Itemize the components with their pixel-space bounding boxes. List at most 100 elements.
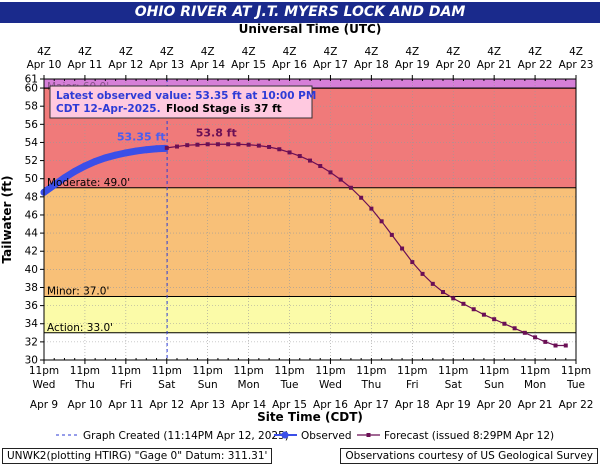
- forecast-point: [287, 150, 292, 155]
- top-tick-label-time: 4Z: [364, 46, 378, 58]
- y-tick-label: 36: [25, 300, 39, 312]
- top-tick-label-date: Apr 14: [190, 59, 225, 71]
- top-tick-label-date: Apr 11: [67, 59, 102, 71]
- bottom-tick-label-date: Apr 21: [518, 399, 553, 411]
- forecast-point: [164, 145, 169, 150]
- bottom-tick-label-day: Wed: [319, 379, 342, 391]
- observed-point: [112, 151, 120, 159]
- forecast-point: [481, 312, 486, 317]
- bottom-tick-label-time: 11pm: [356, 365, 386, 377]
- annotation-line2a: CDT 12-Apr-2025.: [56, 103, 161, 115]
- forecast-point: [185, 143, 190, 148]
- legend-forecast-marker: [366, 433, 371, 437]
- y-tick-label: 61: [25, 74, 38, 86]
- bottom-tick-label-time: 11pm: [561, 365, 591, 377]
- top-tick-label-time: 4Z: [119, 46, 133, 58]
- bottom-tick-label-date: Apr 11: [108, 399, 143, 411]
- top-tick-label-date: Apr 12: [108, 59, 143, 71]
- forecast-point: [492, 317, 497, 322]
- bottom-tick-label-day: Sat: [158, 379, 175, 391]
- top-tick-label-date: Apr 22: [518, 59, 553, 71]
- forecast-point: [400, 246, 405, 251]
- forecast-point: [410, 260, 415, 265]
- series-group: [40, 142, 568, 348]
- bottom-tick-label-day: Fri: [406, 379, 419, 391]
- labels: Moderate: 49.0' Minor: 37.0' Action: 33.0'…: [47, 81, 554, 442]
- forecast-point: [441, 290, 445, 295]
- top-tick-label-time: 4Z: [283, 46, 297, 58]
- forecast-point: [553, 343, 558, 348]
- bottom-tick-label-day: Mon: [238, 379, 260, 391]
- forecast-point: [359, 195, 364, 200]
- bottom-tick-label-time: 11pm: [438, 365, 468, 377]
- observations-footer: Observations courtesy of US Geological S…: [340, 448, 598, 464]
- band-action: [44, 296, 576, 333]
- top-tick-label-date: Apr 18: [354, 59, 389, 71]
- forecast-point: [318, 164, 323, 169]
- moderate-label: Moderate: 49.0': [47, 177, 130, 189]
- forecast-point: [512, 326, 517, 331]
- y-tick-label: 32: [25, 336, 38, 348]
- bottom-tick-label-time: 11pm: [111, 365, 141, 377]
- legend-observed-label: Observed: [301, 430, 352, 442]
- top-tick-label-time: 4Z: [78, 46, 92, 58]
- forecast-point: [175, 144, 179, 149]
- bottom-tick-label-date: Apr 12: [149, 399, 184, 411]
- forecast-series-line: [166, 143, 566, 347]
- band-major: [44, 79, 576, 89]
- y-axis-title: Tailwater (ft): [0, 175, 14, 263]
- y-tick-label: 40: [25, 264, 38, 276]
- forecast-point: [369, 206, 374, 211]
- top-tick-label-time: 4Z: [160, 46, 174, 58]
- forecast-point: [277, 147, 282, 152]
- forecast-point: [308, 158, 312, 163]
- y-tick-label: 58: [25, 101, 38, 113]
- y-tick-label: 50: [25, 173, 38, 185]
- bottom-tick-label-time: 11pm: [233, 365, 263, 377]
- y-tick-label: 54: [25, 137, 39, 149]
- annotation-line2b: Flood Stage is 37 ft: [166, 103, 282, 115]
- bottom-tick-label-time: 11pm: [479, 365, 509, 377]
- forecast-point: [533, 335, 538, 340]
- y-tick-label: 44: [25, 228, 39, 240]
- forecast-point: [246, 142, 251, 147]
- legend-observed-dot: [281, 431, 289, 439]
- bottom-tick-label-date: Apr 19: [436, 399, 471, 411]
- top-tick-label-date: Apr 15: [231, 59, 266, 71]
- forecast-point: [522, 330, 527, 335]
- bottom-tick-label-day: Thu: [361, 379, 382, 391]
- action-label: Action: 33.0': [47, 322, 113, 334]
- top-tick-label-date: Apr 20: [436, 59, 471, 71]
- forecast-point: [256, 143, 261, 148]
- forecast-point: [226, 142, 231, 147]
- legend-forecast-label: Forecast (issued 8:29PM Apr 12): [384, 430, 554, 442]
- y-tick-label: 46: [25, 209, 39, 221]
- top-tick-label-time: 4Z: [528, 46, 542, 58]
- observed-value-label: 53.35 ft: [117, 130, 166, 143]
- top-tick-label-time: 4Z: [569, 46, 583, 58]
- forecast-point: [328, 170, 333, 175]
- forecast-point: [236, 142, 241, 147]
- forecast-point: [420, 271, 425, 276]
- observed-point: [50, 181, 58, 189]
- forecast-point: [215, 142, 220, 147]
- forecast-point: [195, 142, 200, 147]
- forecast-point: [297, 154, 302, 159]
- bottom-tick-label-date: Apr 14: [231, 399, 266, 411]
- band-flood: [44, 187, 576, 297]
- bottom-tick-label-date: Apr 22: [559, 399, 594, 411]
- forecast-point: [461, 301, 466, 306]
- top-tick-label-time: 4Z: [405, 46, 419, 58]
- y-tick-label: 52: [25, 155, 38, 167]
- bottom-tick-label-time: 11pm: [152, 365, 182, 377]
- bottom-tick-label-day: Mon: [524, 379, 546, 391]
- observed-point: [132, 147, 140, 155]
- bottom-tick-label-time: 11pm: [520, 365, 550, 377]
- forecast-point: [379, 219, 384, 224]
- forecast-point: [205, 142, 210, 147]
- bottom-tick-label-date: Apr 9: [30, 399, 58, 411]
- stage-bands: [44, 79, 576, 360]
